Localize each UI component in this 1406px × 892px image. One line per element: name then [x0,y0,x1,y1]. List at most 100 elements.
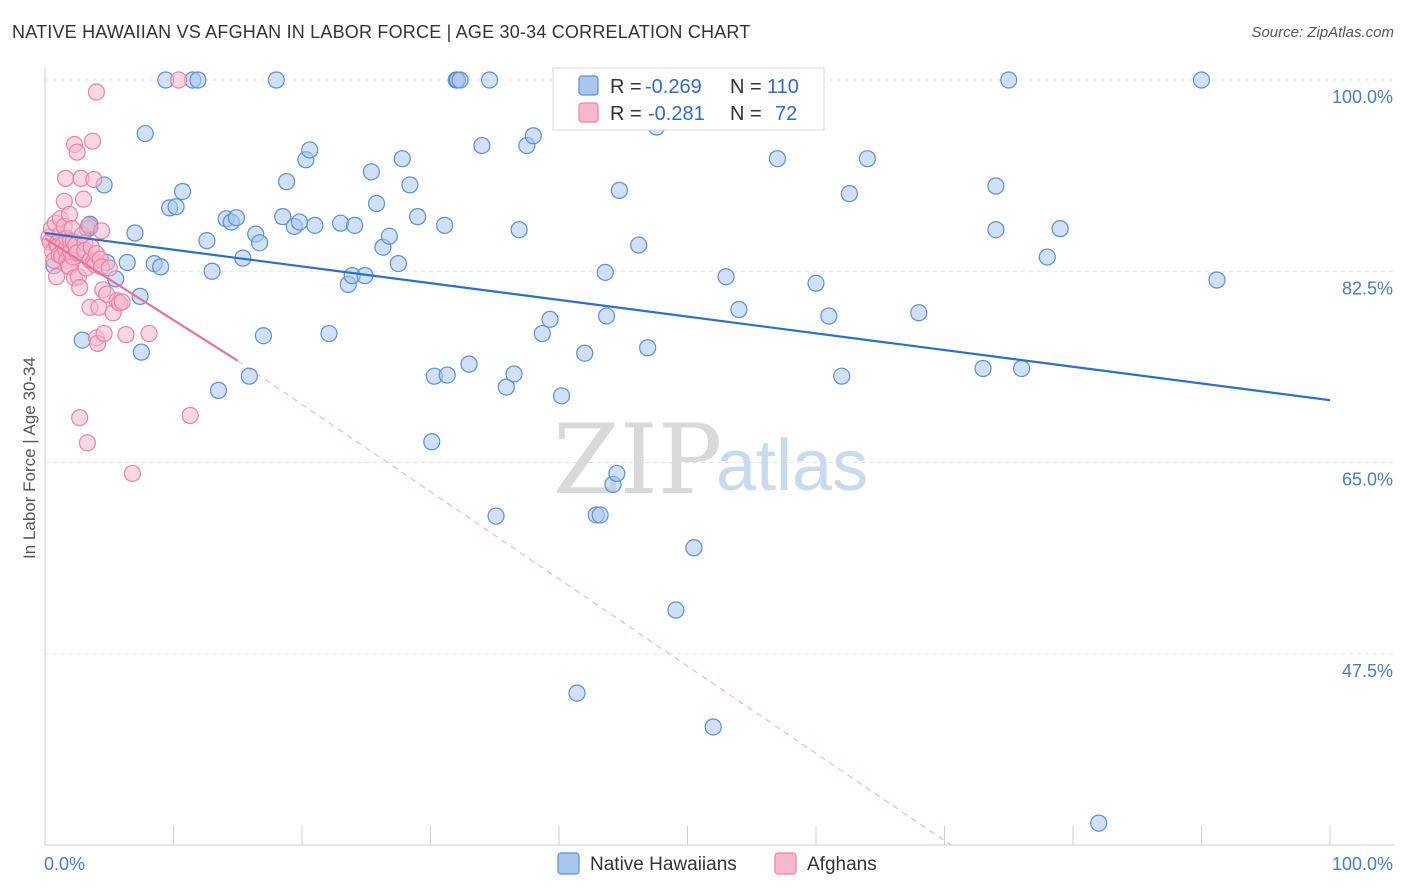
scatter-point-blue [597,307,616,325]
scatter-point-blue [380,227,398,245]
scatter-point-blue [267,71,285,89]
scatter-point-pink [87,83,106,101]
scatter-point-blue [152,258,170,276]
scatter-point-blue [541,310,559,328]
stats-n-label-blue: N = [730,76,762,98]
scatter-point-blue [423,433,441,451]
scatter-point-blue [254,327,273,345]
scatter-point-blue [362,163,380,181]
scatter-point-blue [1038,248,1056,266]
scatter-point-blue [306,216,324,234]
scatter-point-pink [71,409,89,427]
stats-n-value-pink: 72 [775,103,797,125]
scatter-point-blue [1012,359,1031,378]
scatter-point-blue [524,127,542,145]
legend-label-native-hawaiians: Native Hawaiians [590,854,737,875]
scatter-point-blue [833,367,851,385]
bottom-legend: Native Hawaiians Afghans [557,852,877,875]
scatter-point-pink [123,464,141,483]
scatter-point-blue [290,213,309,231]
scatter-point-blue [568,684,586,702]
y-axis-label: In Labor Force | Age 30-34 [20,357,39,559]
scatter-point-blue [1090,814,1108,832]
watermark-zip: ZIP [553,404,722,516]
scatter-point-blue [136,124,154,143]
scatter-point-pink [56,169,75,187]
scatter-point-pink [68,143,86,161]
scatter-point-blue [73,331,91,349]
scatter-point-pink [71,279,89,297]
y-tick-labels: 47.5% 65.0% 82.5% 100.0% [1332,87,1393,681]
scatter-point-blue [126,224,144,242]
scatter-point-pink [117,326,135,344]
x-tick-label-max: 100.0% [1332,854,1393,874]
stats-n-label-pink: N = [730,103,762,125]
stats-legend: R = -0.269 N = 110 R = -0.281 N = 72 [552,67,825,131]
scatter-point-blue [730,300,748,319]
scatter-point-blue [451,71,469,89]
scatter-point-blue [132,343,150,361]
scatter-point-blue [807,274,825,292]
scatter-point-blue [639,339,657,357]
watermark: ZIP atlas [553,404,868,516]
trend-line-native-hawaiians [44,231,1331,402]
scatter-point-pink [74,190,93,208]
scatter-point-blue [227,209,246,227]
scatter-point-blue [1000,71,1018,89]
watermark-atlas: atlas [716,426,868,506]
scatter-point-blue [481,71,499,89]
scatter-point-pink [170,71,188,89]
scatter-point-blue [301,141,319,159]
scatter-point-blue [487,507,505,525]
scatter-point-blue [630,236,648,254]
scatter-point-blue [167,198,185,216]
scatter-point-blue [389,255,407,273]
legend-label-afghans: Afghans [807,854,877,875]
scatter-point-blue [346,216,364,234]
scatter-point-pink [85,170,103,189]
scatter-point-blue [173,182,192,201]
scatter-point-blue [987,177,1005,195]
scatter-point-blue [576,344,594,362]
scatter-point-blue [552,387,571,405]
scatter-point-blue [203,262,221,280]
trend-line-afghans [44,237,239,362]
scatter-point-blue [840,185,859,203]
scatter-point-blue [858,150,877,168]
scatter-point-pink [100,259,118,277]
scatter-point-blue [704,718,722,736]
scatter-point-pink [140,324,158,343]
stats-r-value-blue: -0.269 [645,76,702,98]
scatter-point-blue [533,324,551,343]
stats-r-label-blue: R = [610,76,642,98]
scatter-point-blue [505,365,523,383]
stats-r-value-pink: -0.281 [648,103,705,125]
y-tick-label: 47.5% [1342,661,1393,681]
trend-lines [44,231,1331,846]
scatter-point-blue [436,216,454,234]
scatter-point-blue [608,464,626,483]
scatter-point-blue [277,173,296,191]
scatter-point-pink [47,268,66,286]
scatter-point-blue [473,136,491,155]
scatter-point-pink [181,406,199,425]
scatter-point-blue [409,208,427,226]
scatter-point-blue [1192,71,1211,89]
stats-r-label-pink: R = [610,103,642,125]
scatter-point-blue [717,268,735,286]
scatter-point-pink [78,434,97,452]
scatter-point-blue [240,367,258,385]
stats-legend-swatch-pink [578,102,599,123]
stats-legend-swatch-blue [578,75,599,96]
scatter-point-blue [331,214,350,232]
scatter-point-blue [510,221,528,239]
scatter-point-blue [591,506,609,524]
scatter-point-blue [198,232,216,250]
x-tick-label-min: 0.0% [44,854,85,874]
scatter-point-blue [596,263,614,281]
x-tick-labels: 0.0% 100.0% [44,854,1393,874]
scatter-point-blue [250,234,269,252]
scatter-point-pink [113,293,131,311]
trend-line-afghans-extension [237,360,952,846]
